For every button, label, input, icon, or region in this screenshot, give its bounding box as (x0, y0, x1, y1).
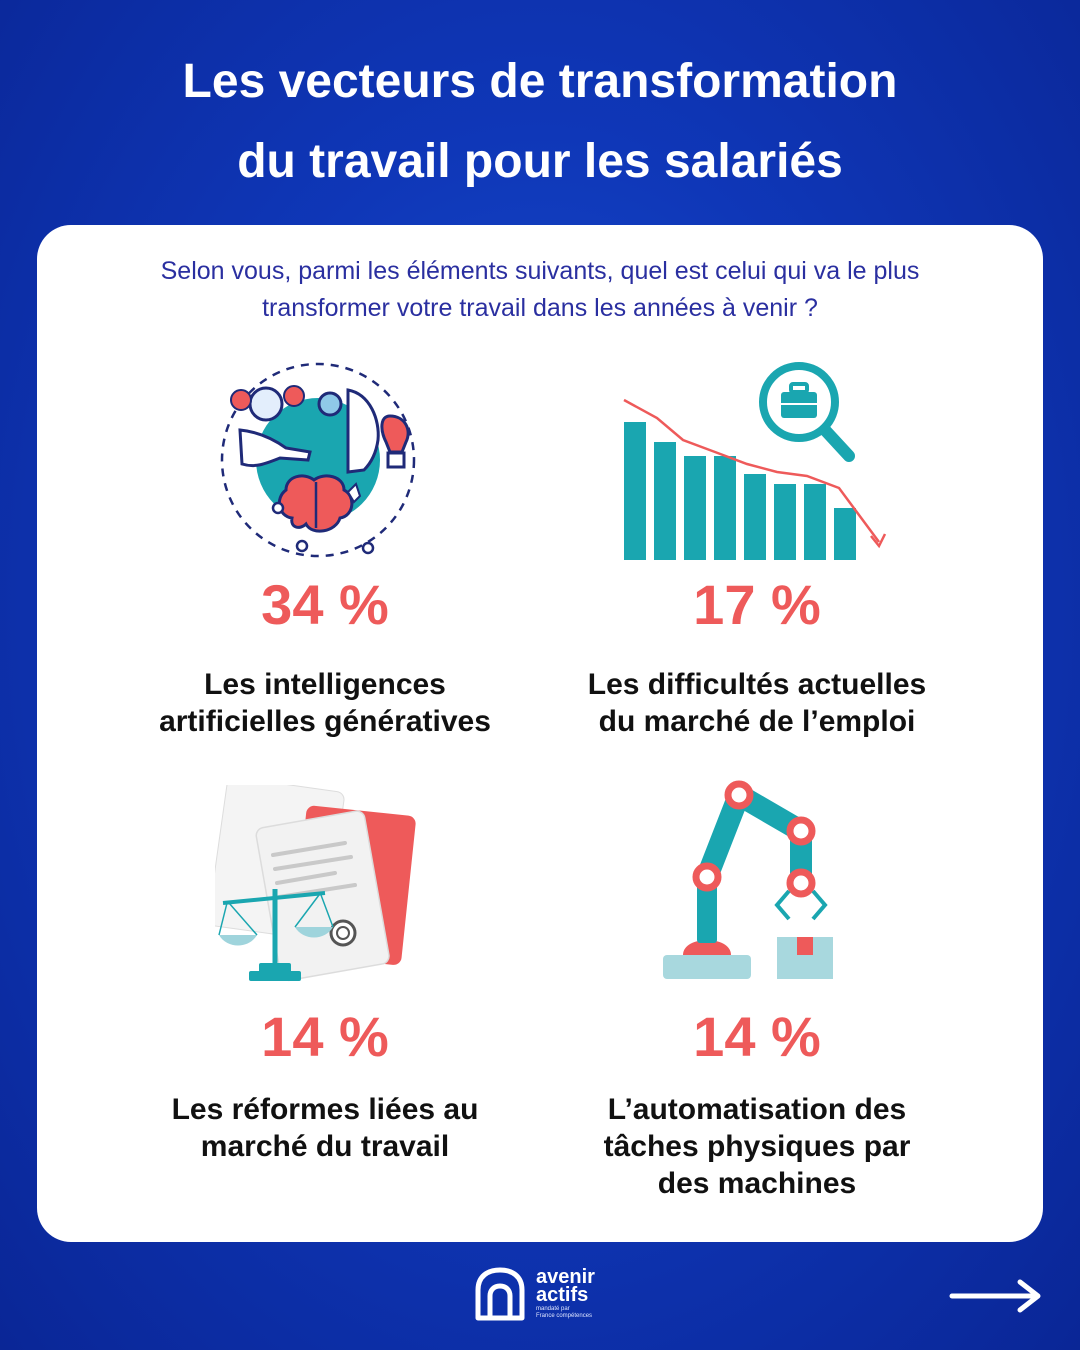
percent-job-market: 17 % (693, 573, 821, 636)
logo-house-icon (475, 1267, 525, 1321)
title-line-2: du travail pour les salariés (237, 135, 843, 188)
label-automation-line-2: tâches physiques par (603, 1130, 911, 1163)
percent-reforms: 14 % (261, 1005, 389, 1068)
right-arrow-icon[interactable] (948, 1278, 1044, 1314)
label-reforms-line-2: marché du travail (200, 1130, 450, 1163)
logo-line-2: actifs (536, 1284, 589, 1306)
avenir-actifs-logo: avenir actifs mandaté par France compéte… (472, 1266, 612, 1326)
result-item-automation: 14 % L’automatisation des tâches physiqu… (517, 780, 997, 1205)
logo-line-1: avenir (536, 1266, 595, 1288)
page-title: Les vecteurs de transformation du travai… (0, 42, 1080, 202)
result-item-reforms: 14 % Les réformes liées au marché du tra… (85, 785, 565, 1185)
label-job-market: Les difficultés actuelles du marché de l… (517, 666, 997, 740)
percent-ai: 34 % (261, 573, 389, 636)
label-job-market-line-1: Les difficultés actuelles (587, 668, 927, 701)
label-automation: L’automatisation des tâches physiques pa… (517, 1091, 997, 1202)
label-ai-line-1: Les intelligences (204, 668, 446, 701)
label-reforms-line-1: Les réformes liées au (171, 1093, 479, 1126)
legal-documents-scale-icon (215, 785, 416, 982)
label-reforms: Les réformes liées au marché du travail (85, 1091, 565, 1165)
logo-subtitle: mandaté par France compétences (536, 1306, 592, 1320)
percent-automation: 14 % (693, 1005, 821, 1068)
label-automation-line-3: des machines (657, 1167, 857, 1200)
label-ai: Les intelligences artificielles générati… (85, 666, 565, 740)
result-item-job-market: 17 % Les difficultés actuelles du marché… (517, 360, 997, 740)
logo-sub-line-2: France compétences (536, 1313, 593, 1319)
survey-question: Selon vous, parmi les éléments suivants,… (160, 257, 920, 322)
label-job-market-line-2: du marché de l’emploi (598, 705, 916, 738)
declining-bar-chart-icon (623, 362, 887, 560)
robot-arm-icon (663, 780, 833, 979)
label-automation-line-1: L’automatisation des (607, 1093, 907, 1126)
ai-brain-icon (220, 362, 416, 558)
label-ai-line-2: artificielles génératives (159, 705, 491, 738)
logo-sub-line-1: mandaté par (536, 1306, 570, 1312)
logo-text: avenir actifs (536, 1266, 595, 1306)
title-line-1: Les vecteurs de transformation (182, 55, 898, 108)
survey-card: Selon vous, parmi les éléments suivants,… (37, 225, 1043, 1242)
result-item-ai: 34 % Les intelligences artificielles gén… (85, 360, 565, 740)
